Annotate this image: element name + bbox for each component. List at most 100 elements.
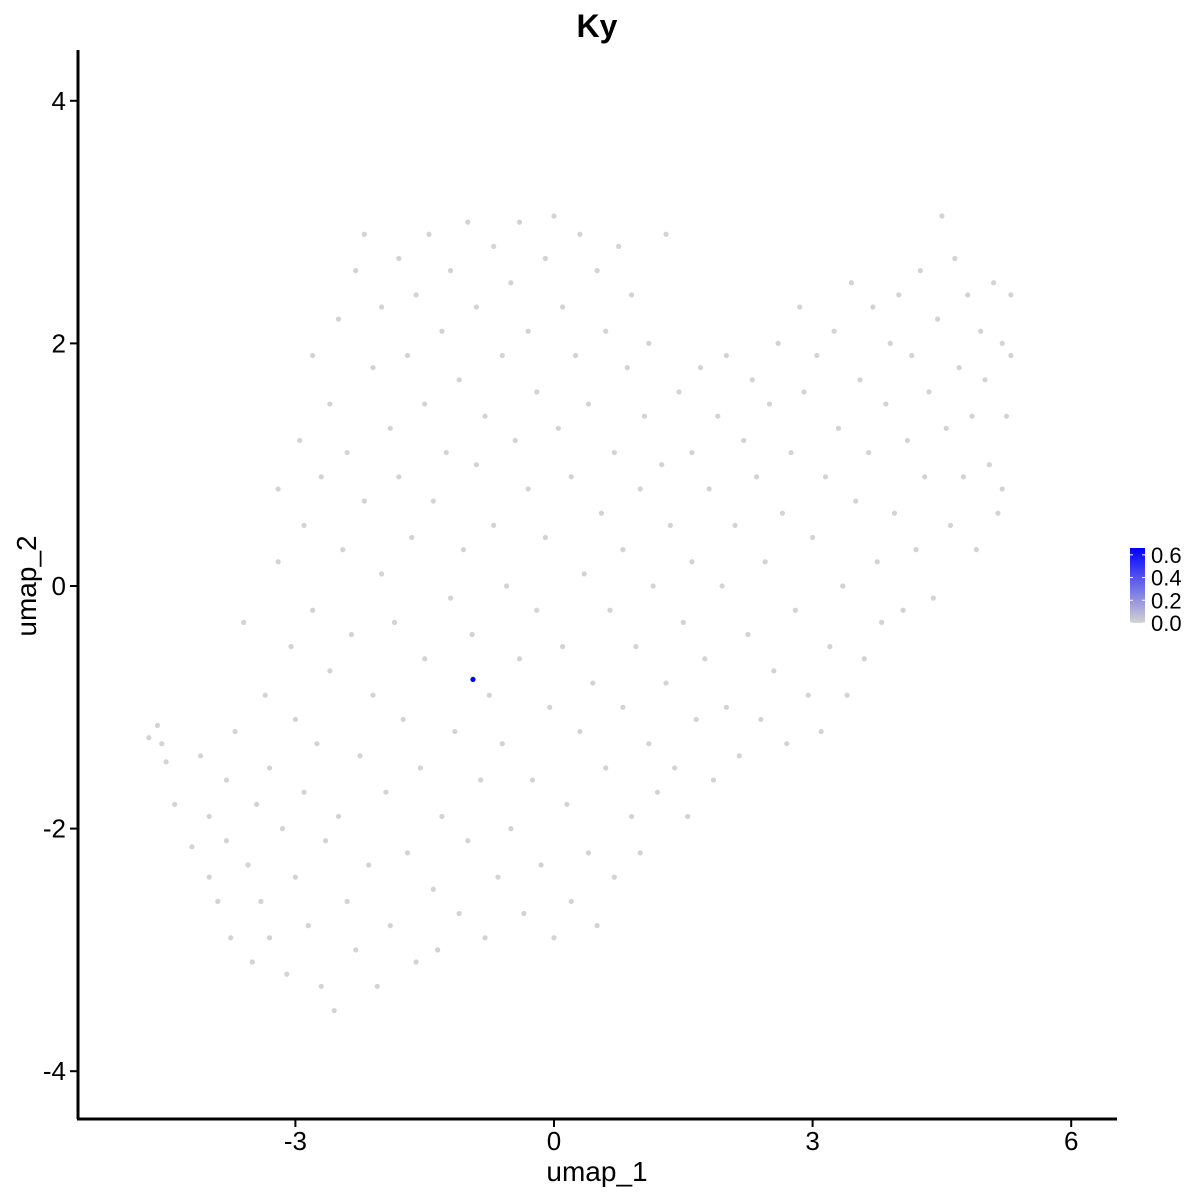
cell-point — [628, 813, 635, 820]
cell-point — [900, 607, 906, 613]
cell-point — [551, 213, 557, 219]
cell-point — [771, 668, 777, 674]
cell-point — [628, 292, 635, 298]
cell-point — [266, 765, 273, 771]
cell-point — [409, 534, 415, 541]
cell-point — [266, 935, 273, 941]
y-tick-label: 4 — [52, 86, 66, 116]
cell-point — [827, 644, 833, 650]
cell-point — [659, 462, 665, 468]
cell-point — [503, 583, 510, 589]
cell-point — [499, 352, 505, 359]
cell-point — [999, 486, 1005, 492]
x-ticks: -3 0 3 6 — [284, 1119, 1078, 1156]
cell-point — [159, 741, 165, 747]
cell-point — [676, 389, 682, 395]
cell-point — [697, 365, 704, 371]
cell-point — [447, 595, 454, 601]
cell-point — [232, 728, 238, 735]
cell-point — [473, 462, 480, 468]
cell-point — [956, 365, 962, 371]
cell-point — [654, 789, 661, 795]
cell-point — [542, 255, 548, 262]
cell-point — [611, 874, 617, 880]
cell-point — [189, 844, 195, 850]
cell-point — [284, 971, 290, 977]
cell-point — [361, 231, 367, 237]
cell-point — [922, 474, 928, 480]
cell-point — [322, 838, 329, 844]
cell-point — [340, 547, 346, 553]
cell-point — [534, 607, 540, 613]
cell-point — [667, 522, 673, 528]
cell-point — [646, 340, 652, 346]
cell-point — [904, 437, 911, 444]
cell-point — [598, 510, 605, 516]
cell-point — [1008, 292, 1014, 298]
cell-point — [314, 741, 320, 747]
x-tick-label: -3 — [284, 1126, 307, 1156]
cell-point — [883, 401, 889, 407]
cell-point — [473, 304, 480, 310]
cell-point — [499, 741, 505, 747]
cell-point — [969, 413, 975, 419]
cell-point — [215, 898, 221, 904]
cell-point — [469, 631, 475, 638]
cell-point — [797, 304, 803, 310]
cell-point — [891, 510, 898, 516]
cell-point — [926, 389, 932, 395]
cell-point — [305, 923, 311, 929]
y-tick-label: 2 — [52, 328, 66, 358]
cell-point — [512, 437, 518, 444]
cell-point — [723, 352, 730, 359]
cell-point — [154, 722, 161, 729]
cell-point — [223, 838, 230, 844]
cell-point — [947, 522, 954, 528]
cell-point — [788, 449, 794, 456]
cell-point — [939, 213, 945, 219]
cell-point — [792, 607, 798, 613]
cell-point — [753, 474, 760, 480]
cell-point — [646, 741, 652, 747]
cell-point — [995, 510, 1001, 516]
cell-point — [603, 765, 609, 771]
cell-point — [560, 304, 566, 310]
cell-point — [568, 474, 574, 480]
cell-point — [344, 449, 350, 456]
cell-point — [581, 571, 587, 577]
cell-point — [396, 255, 402, 262]
cell-point — [637, 486, 643, 492]
cell-point — [353, 268, 359, 274]
colorbar-label: 0.4 — [1151, 566, 1182, 591]
cell-point — [301, 522, 307, 528]
cell-point — [197, 753, 204, 759]
cell-point — [404, 352, 411, 359]
cell-point — [848, 280, 854, 286]
cell-point — [344, 898, 350, 904]
x-axis-label: umap_1 — [546, 1156, 647, 1187]
cell-point — [547, 704, 553, 710]
cell-point — [172, 801, 178, 807]
colorbar-legend: 0.60.40.20.0 — [1130, 543, 1182, 636]
cell-point — [387, 923, 393, 929]
cell-point — [426, 231, 432, 237]
cell-point — [702, 656, 708, 662]
cell-point — [465, 838, 471, 844]
cell-point — [146, 735, 152, 741]
cell-point — [439, 813, 445, 820]
cell-point — [689, 559, 695, 565]
cell-point — [801, 389, 807, 395]
cell-point — [400, 716, 406, 723]
cell-point — [288, 644, 294, 650]
cell-point — [835, 425, 842, 431]
cell-point — [805, 692, 811, 698]
cell-point — [775, 340, 781, 346]
cell-point — [292, 716, 298, 723]
cell-point — [482, 935, 488, 941]
cell-point — [840, 583, 846, 589]
cell-point — [206, 813, 212, 820]
cell-point — [370, 692, 376, 698]
cell-point — [814, 352, 820, 359]
cell-point — [784, 741, 790, 747]
cell-point — [745, 631, 751, 638]
